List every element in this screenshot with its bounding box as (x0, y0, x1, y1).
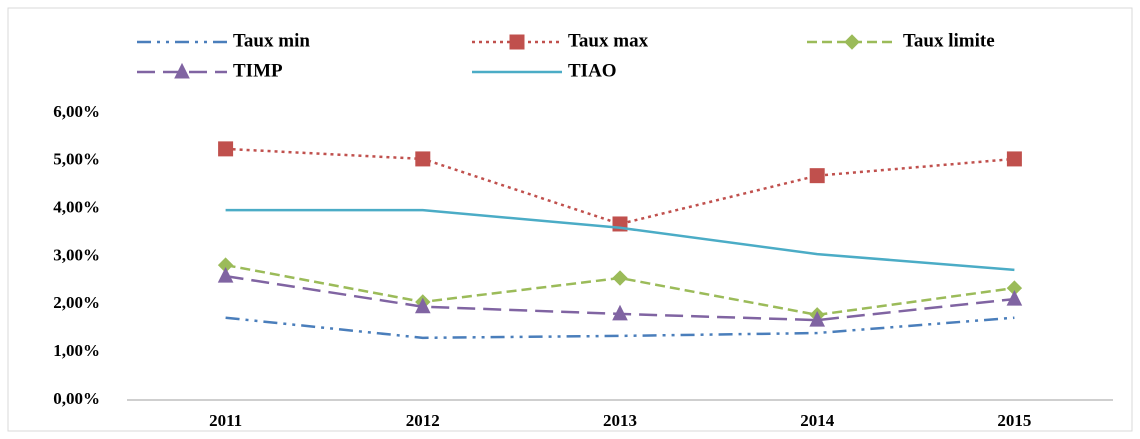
marker (809, 168, 825, 184)
x-tick-label: 2013 (603, 411, 637, 430)
legend-label: TIAO (568, 60, 617, 81)
x-tick-label: 2011 (209, 411, 242, 430)
y-tick-label: 5,00% (53, 150, 100, 169)
series-line (225, 316, 1015, 340)
y-tick-label: 1,00% (53, 341, 100, 360)
x-tick-label: 2014 (800, 411, 835, 430)
chart-border (7, 7, 1133, 432)
series-line (225, 147, 1015, 226)
marker (612, 304, 628, 321)
legend-label: Taux max (568, 30, 649, 51)
marker (1006, 289, 1023, 306)
marker (809, 311, 826, 327)
marker (414, 297, 431, 314)
marker (1006, 151, 1022, 167)
x-tick-label: 2012 (406, 411, 440, 430)
marker (218, 141, 234, 157)
legend-label: TIMP (233, 60, 283, 81)
legend-label: Taux limite (903, 30, 995, 51)
y-tick-label: 4,00% (53, 198, 100, 217)
marker (217, 266, 234, 283)
marker (612, 270, 628, 286)
legend-marker (509, 34, 525, 50)
y-tick-label: 3,00% (53, 245, 100, 264)
legend-marker (844, 34, 860, 50)
y-tick-label: 0,00% (53, 389, 100, 408)
legend: Taux min Taux max Taux limite TIMP TIAO (137, 30, 995, 81)
x-tick-label: 2015 (997, 411, 1031, 430)
y-tick-label: 6,00% (53, 102, 100, 121)
marker (415, 151, 431, 167)
legend-label: Taux min (233, 30, 310, 51)
legend-marker (174, 62, 190, 79)
y-tick-label: 2,00% (53, 293, 100, 312)
series-line (225, 208, 1015, 272)
